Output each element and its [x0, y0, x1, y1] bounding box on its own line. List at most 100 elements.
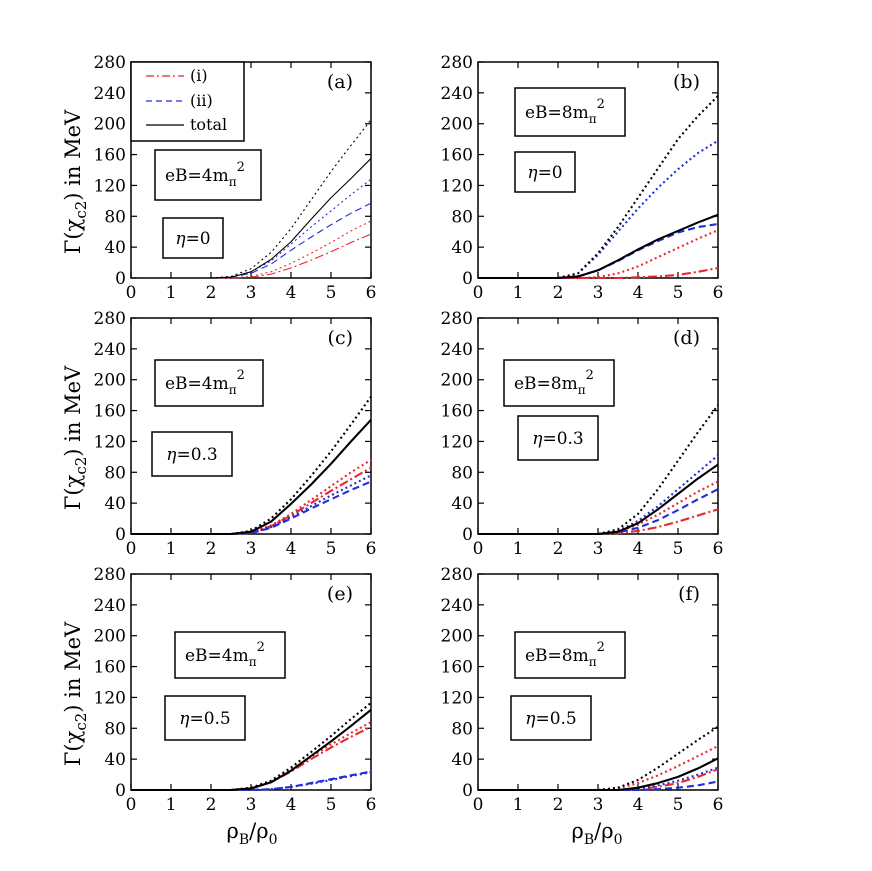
panel-label: (a)	[327, 71, 353, 93]
plot-frame	[130, 573, 372, 791]
x-tick-label: 5	[326, 539, 337, 559]
x-tick-label: 0	[126, 283, 137, 303]
y-tick-label: 0	[115, 269, 126, 289]
y-tick-label: 80	[104, 207, 126, 227]
series-line-3	[478, 488, 719, 536]
series-line-3	[131, 480, 372, 536]
series-line-6	[478, 95, 719, 280]
x-tick-label: 2	[206, 283, 217, 303]
eta-label: η=0.5	[525, 709, 576, 729]
y-tick-label: 0	[462, 525, 473, 545]
y-tick-label: 40	[451, 494, 473, 514]
legend-label-i: (i)	[190, 66, 208, 85]
y-tick-label: 40	[104, 238, 126, 258]
y-tick-label: 160	[94, 658, 126, 678]
x-tick-label: 6	[366, 539, 377, 559]
x-tick-label: 6	[713, 283, 724, 303]
x-tick-label: 1	[513, 795, 524, 815]
eta-label: η=0.3	[166, 445, 217, 465]
series-line-4	[478, 454, 719, 536]
y-tick-label: 40	[451, 238, 473, 258]
y-axis-title-row2: Γ(χc2) in MeV	[61, 365, 90, 510]
field-label: eB=8mπ2	[525, 640, 605, 669]
x-tick-label: 6	[366, 795, 377, 815]
eta-box	[162, 217, 224, 259]
chart-panel-4: 0 1 2 3 4 5 6 0 40 80 120 160 200 240 280 (d) eB=8mπ2 η=0…	[441, 309, 724, 559]
panel-label: (c)	[328, 327, 353, 349]
x-tick-label: 0	[473, 795, 484, 815]
y-tick-label: 240	[441, 340, 473, 360]
x-tick-label: 2	[553, 795, 564, 815]
series-line-6	[131, 702, 372, 792]
series-line-6	[478, 404, 719, 536]
x-axis-title-right: ρB/ρ0	[572, 819, 623, 848]
chart-panel-6: 0 1 2 3 4 5 6 0 40 80 120 160 200 240 280 (f) eB=8mπ2 η=0…	[441, 565, 724, 815]
x-tick-label: 3	[593, 795, 604, 815]
x-tick-label: 4	[286, 539, 297, 559]
x-tick-label: 4	[633, 283, 644, 303]
series-line-3	[478, 780, 719, 792]
x-tick-label: 3	[593, 283, 604, 303]
y-tick-label: 280	[94, 309, 126, 329]
field-label: eB=4mπ2	[165, 368, 245, 397]
y-tick-label: 120	[94, 176, 126, 196]
eta-label: η=0.3	[532, 429, 583, 449]
y-tick-label: 200	[94, 627, 126, 647]
x-tick-label: 3	[246, 539, 257, 559]
y-tick-label: 160	[441, 658, 473, 678]
x-tick-label: 0	[126, 539, 137, 559]
x-tick-label: 1	[513, 539, 524, 559]
series-line-2	[478, 745, 719, 792]
x-axis-title-left: ρB/ρ0	[227, 819, 278, 848]
y-tick-label: 0	[462, 269, 473, 289]
x-tick-label: 1	[166, 795, 177, 815]
x-tick-label: 5	[673, 539, 684, 559]
eta-label: η=0	[527, 163, 562, 183]
y-tick-label: 80	[451, 463, 473, 483]
x-tick-label: 5	[326, 283, 337, 303]
series-line-5	[478, 463, 719, 536]
field-box	[154, 149, 262, 201]
x-tick-label: 4	[633, 539, 644, 559]
series-line-1	[131, 466, 372, 536]
plot-frame	[477, 573, 719, 791]
y-tick-label: 80	[104, 719, 126, 739]
y-tick-label: 280	[94, 53, 126, 73]
x-tick-label: 3	[593, 539, 604, 559]
series-line-6	[131, 119, 372, 279]
y-tick-label: 200	[94, 371, 126, 391]
field-label: eB=8mπ2	[514, 368, 594, 397]
panel-label: (e)	[327, 583, 353, 605]
x-tick-label: 6	[366, 283, 377, 303]
field-box	[514, 631, 626, 679]
y-tick-label: 200	[441, 115, 473, 135]
series-line-4	[131, 474, 372, 536]
y-tick-label: 80	[104, 463, 126, 483]
eta-box	[164, 695, 246, 741]
y-tick-label: 280	[441, 53, 473, 73]
x-tick-label: 0	[473, 539, 484, 559]
series-line-5	[478, 213, 719, 280]
chart-panel-2: 0 1 2 3 4 5 6 0 40 80 120 160 200 240 280 (b) eB=8mπ2 η=0	[441, 53, 724, 303]
y-tick-label: 0	[115, 781, 126, 801]
y-axis-title-row1: Γ(χc2) in MeV	[61, 109, 90, 254]
x-tick-label: 4	[633, 795, 644, 815]
series-line-1	[478, 266, 719, 280]
y-tick-label: 160	[94, 146, 126, 166]
y-tick-label: 280	[441, 565, 473, 585]
y-tick-label: 120	[94, 688, 126, 708]
chart-panel-3: 0 1 2 3 4 5 6 0 40 80 120 160 200 240 280 (c) eB=4mπ2 η=0…	[94, 309, 377, 559]
eta-box	[517, 415, 599, 461]
y-tick-label: 0	[115, 525, 126, 545]
panel-label: (b)	[673, 71, 700, 93]
x-tick-label: 0	[473, 283, 484, 303]
plot-frame	[130, 317, 372, 535]
x-tick-label: 2	[206, 539, 217, 559]
x-tick-label: 3	[246, 795, 257, 815]
field-label: eB=4mπ2	[165, 160, 245, 189]
y-tick-label: 120	[441, 688, 473, 708]
y-tick-label: 240	[441, 596, 473, 616]
x-tick-label: 2	[553, 539, 564, 559]
eta-box	[510, 695, 592, 741]
